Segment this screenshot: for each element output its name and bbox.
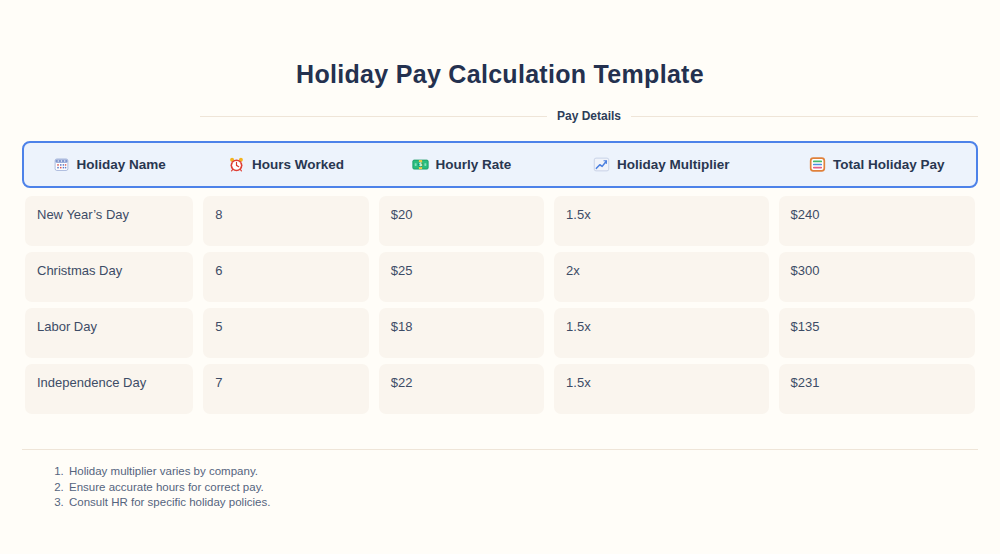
column-header-total-holiday-pay: Total Holiday Pay	[779, 156, 975, 173]
cell-hourly-rate[interactable]: $22	[379, 364, 544, 414]
column-header-label: Hours Worked	[252, 157, 344, 172]
notes-list: Holiday multiplier varies by company. En…	[22, 464, 978, 511]
column-header-label: Hourly Rate	[436, 157, 512, 172]
column-header-holiday-name: Holiday Name	[25, 156, 193, 173]
svg-text:$: $	[418, 161, 422, 167]
cell-multiplier[interactable]: 1.5x	[554, 196, 768, 246]
column-header-label: Holiday Multiplier	[617, 157, 730, 172]
banknote-icon: $	[412, 156, 429, 173]
cell-holiday-name[interactable]: New Year’s Day	[25, 196, 193, 246]
note-item: Ensure accurate hours for correct pay.	[67, 480, 978, 496]
abacus-icon	[809, 156, 826, 173]
cell-holiday-name[interactable]: Independence Day	[25, 364, 193, 414]
section-label: Pay Details	[547, 109, 631, 123]
column-header-hourly-rate: $ Hourly Rate	[379, 156, 544, 173]
table-body: New Year’s Day 8 $20 1.5x $240 Christmas…	[25, 196, 975, 414]
cell-total-pay[interactable]: $231	[779, 364, 975, 414]
cell-multiplier[interactable]: 1.5x	[554, 364, 768, 414]
note-item: Consult HR for specific holiday policies…	[67, 495, 978, 511]
page-title: Holiday Pay Calculation Template	[0, 0, 1000, 90]
cell-hours-worked[interactable]: 7	[203, 364, 368, 414]
column-header-label: Total Holiday Pay	[833, 157, 945, 172]
bottom-divider	[22, 449, 978, 450]
cell-multiplier[interactable]: 1.5x	[554, 308, 768, 358]
section-divider: Pay Details	[200, 108, 978, 124]
cell-hourly-rate[interactable]: $20	[379, 196, 544, 246]
divider-line-left	[200, 116, 547, 117]
column-header-label: Holiday Name	[77, 157, 166, 172]
cell-total-pay[interactable]: $240	[779, 196, 975, 246]
cell-multiplier[interactable]: 2x	[554, 252, 768, 302]
cell-hours-worked[interactable]: 8	[203, 196, 368, 246]
cell-hourly-rate[interactable]: $18	[379, 308, 544, 358]
table-header-row: Holiday Name Hours Worked $	[22, 141, 978, 188]
cell-hours-worked[interactable]: 5	[203, 308, 368, 358]
cell-holiday-name[interactable]: Christmas Day	[25, 252, 193, 302]
alarm-clock-icon	[228, 156, 245, 173]
column-header-holiday-multiplier: Holiday Multiplier	[554, 156, 768, 173]
note-item: Holiday multiplier varies by company.	[67, 464, 978, 480]
column-header-hours-worked: Hours Worked	[203, 156, 368, 173]
cell-total-pay[interactable]: $300	[779, 252, 975, 302]
chart-increasing-icon	[593, 156, 610, 173]
cell-hours-worked[interactable]: 6	[203, 252, 368, 302]
cell-total-pay[interactable]: $135	[779, 308, 975, 358]
calendar-icon	[53, 156, 70, 173]
cell-holiday-name[interactable]: Labor Day	[25, 308, 193, 358]
divider-line-right	[631, 116, 978, 117]
cell-hourly-rate[interactable]: $25	[379, 252, 544, 302]
